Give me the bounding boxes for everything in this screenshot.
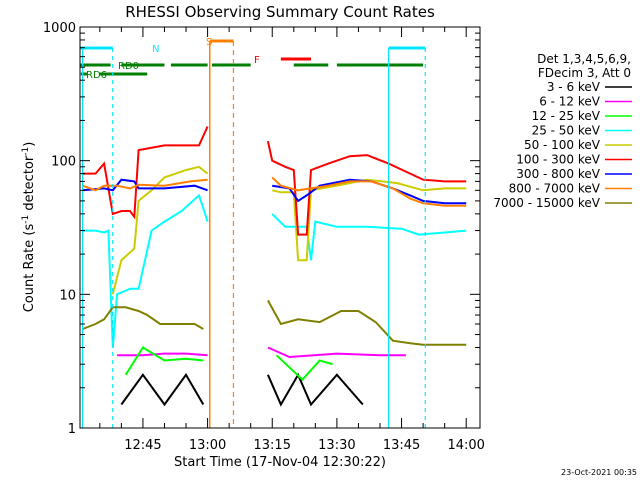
series-line-4	[111, 165, 209, 295]
legend-label: 50 - 100 keV	[524, 138, 601, 152]
observing-flags: NRD0RD6SF	[80, 37, 426, 81]
series-line-8	[267, 299, 467, 346]
x-axis-label: Start Time (17-Nov-04 12:30:22)	[174, 455, 386, 470]
series-line-2	[275, 354, 333, 382]
series-line-7	[82, 178, 208, 192]
y-tick-label: 100	[51, 155, 76, 170]
chart-title: RHESSI Observing Summary Count Rates	[125, 3, 435, 21]
series-line-1	[117, 352, 208, 357]
legend-label: 100 - 300 keV	[516, 153, 600, 167]
y-axis-label: Count Rate (s-1 detector-1)	[21, 142, 37, 313]
series-line-0	[120, 372, 205, 407]
series-line-5	[266, 140, 467, 236]
flag-label-rd6: RD6	[86, 70, 107, 81]
y-tick-label: 1000	[43, 21, 76, 36]
series-line-8	[82, 306, 204, 330]
series-line-7	[271, 176, 467, 207]
x-axis-ticks: 12:45 13:00 13:15 13:30 13:45 14:00	[99, 27, 485, 453]
y-axis-label-main: Count Rate (s	[22, 224, 37, 313]
x-tick-label: 13:00	[189, 438, 226, 453]
legend-header-line-2: FDecim 3, Att 0	[538, 66, 631, 80]
y-axis-ticks: 1 10 100 1000	[43, 21, 480, 437]
series-line-6	[82, 178, 208, 192]
y-axis-label-tail: detector	[22, 155, 37, 215]
series-line-0	[266, 372, 364, 407]
legend-label: 3 - 6 keV	[547, 80, 601, 94]
series-line-3	[82, 229, 114, 348]
legend-label: 25 - 50 keV	[532, 124, 601, 138]
legend-header-line-1: Det 1,3,4,5,6,9,	[537, 52, 631, 66]
y-tick-label: 10	[59, 288, 76, 303]
x-tick-label: 14:00	[447, 438, 484, 453]
y-axis-label-sup1: -1	[21, 215, 31, 224]
x-tick-label: 13:30	[318, 438, 355, 453]
legend-label: 300 - 800 keV	[516, 167, 600, 181]
series-line-3	[111, 193, 209, 348]
flag-label-n: N	[152, 44, 159, 55]
legend-label: 7000 - 15000 keV	[493, 196, 600, 210]
legend-label: 12 - 25 keV	[532, 109, 601, 123]
data-series	[82, 126, 467, 407]
footer-date: 23-Oct-2021 00:35	[561, 468, 637, 477]
plot-frame	[79, 26, 481, 429]
y-tick-label: 1	[68, 422, 76, 437]
flag-label-f: F	[254, 55, 260, 66]
legend: Det 1,3,4,5,6,9, FDecim 3, Att 0 3 - 6 k…	[493, 52, 632, 210]
x-tick-label: 12:45	[124, 438, 161, 453]
x-tick-label: 13:15	[254, 438, 291, 453]
legend-label: 6 - 12 keV	[539, 95, 601, 109]
y-axis-label-sup2: -1	[21, 147, 31, 156]
x-tick-label: 13:45	[383, 438, 420, 453]
legend-label: 800 - 7000 keV	[509, 182, 601, 196]
series-line-5	[82, 126, 209, 220]
y-axis-label-end: )	[22, 142, 37, 147]
flag-label-rd0: RD0	[118, 61, 139, 72]
series-line-2	[124, 346, 204, 376]
